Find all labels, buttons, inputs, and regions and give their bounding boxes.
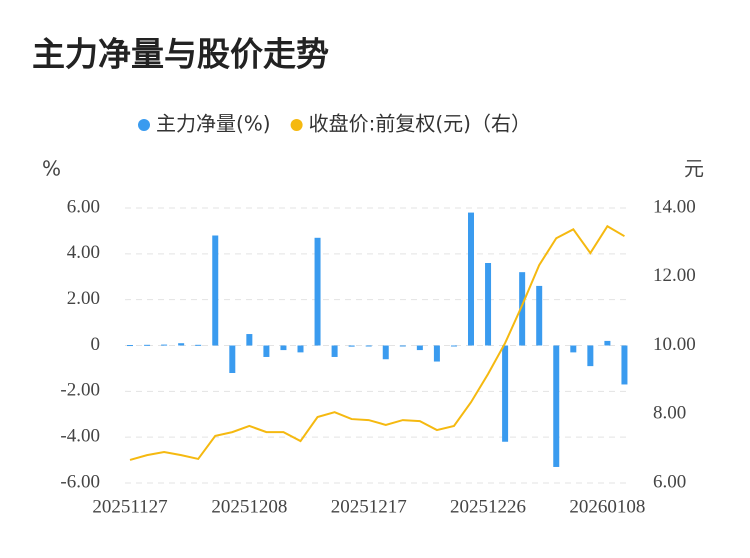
bar [399,345,406,347]
y2-tick-label: 10.00 [653,334,696,355]
bar [519,272,526,346]
bar [468,212,474,346]
y2-tick-label: 14.00 [653,196,696,217]
bar [212,235,219,346]
y-tick-label: -4.00 [60,426,100,447]
legend-label: 收盘价:前复权(元)（右） [309,112,531,136]
bar [348,345,355,347]
legend-marker [290,119,303,131]
y2-tick-label: 12.00 [653,265,696,286]
price-line [129,224,625,461]
bar [280,345,287,351]
x-tick-label: 20260108 [569,496,645,517]
bar [195,344,202,346]
x-tick-label: 20251208 [211,496,287,517]
bar [433,345,440,362]
bar [178,343,185,346]
y2-unit: 元 [684,157,704,181]
bar [485,263,492,346]
bar [416,345,423,351]
bar [553,345,560,467]
bar [382,345,389,360]
bar [331,345,338,357]
y-unit: % [42,157,61,181]
bar [144,344,151,346]
y2-tick-label: 8.00 [653,403,686,424]
chart-title: 主力净量与股价走势 [32,35,329,74]
bar [587,345,594,367]
legend-label: 主力净量(%) [156,112,271,136]
x-tick-label: 20251226 [450,496,526,517]
y-tick-label: 2.00 [67,288,100,309]
bar [502,345,509,442]
bar [229,345,236,373]
bar [161,344,168,346]
y-tick-label: 0 [91,334,101,355]
y2-tick-label: 6.00 [653,471,686,492]
x-tick-label: 20251217 [331,496,407,517]
legend-marker [138,119,150,131]
bar [263,345,270,357]
bar [450,345,457,347]
y-tick-label: -2.00 [60,380,100,401]
x-tick-label: 20251127 [92,496,167,517]
bar [297,345,304,353]
y-tick-label: 6.00 [67,196,100,217]
bar [621,345,628,385]
y-tick-label: -6.00 [60,471,100,492]
y-tick-label: 4.00 [67,242,100,263]
bar [314,237,321,346]
bar [127,345,133,347]
bar [536,285,543,346]
bar [365,345,372,347]
bar [570,345,577,353]
bar [604,340,611,346]
bar [246,334,253,346]
